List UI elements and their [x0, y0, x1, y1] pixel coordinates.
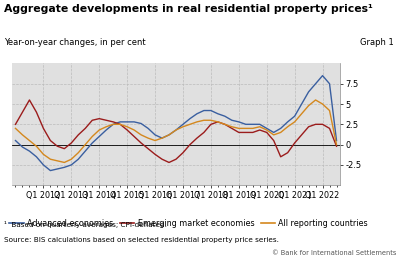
- Text: ¹  Based on quarterly averages; CPI-deflated.: ¹ Based on quarterly averages; CPI-defla…: [4, 221, 167, 228]
- Text: Year-on-year changes, in per cent: Year-on-year changes, in per cent: [4, 38, 146, 47]
- Text: Aggregate developments in real residential property prices¹: Aggregate developments in real residenti…: [4, 4, 373, 14]
- Legend: Advanced economies, Emerging market economies, All reporting countries: Advanced economies, Emerging market econ…: [6, 216, 371, 232]
- Text: Graph 1: Graph 1: [360, 38, 394, 47]
- Text: © Bank for International Settlements: © Bank for International Settlements: [272, 250, 396, 256]
- Text: Source: BIS calculations based on selected residential property price series.: Source: BIS calculations based on select…: [4, 237, 279, 243]
